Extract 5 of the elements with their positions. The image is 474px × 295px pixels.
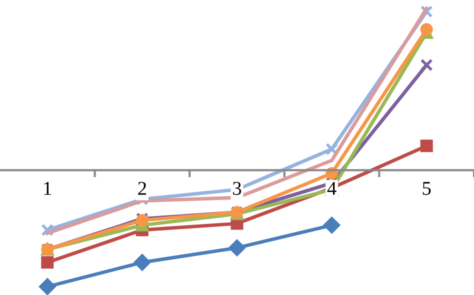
- x-tick-label: 5: [422, 182, 431, 195]
- x-tick-label: 3: [233, 182, 242, 195]
- x-tick-label: 4: [327, 182, 336, 195]
- x-tick-label: 1: [44, 182, 52, 195]
- x-tick-label: 2: [138, 182, 146, 195]
